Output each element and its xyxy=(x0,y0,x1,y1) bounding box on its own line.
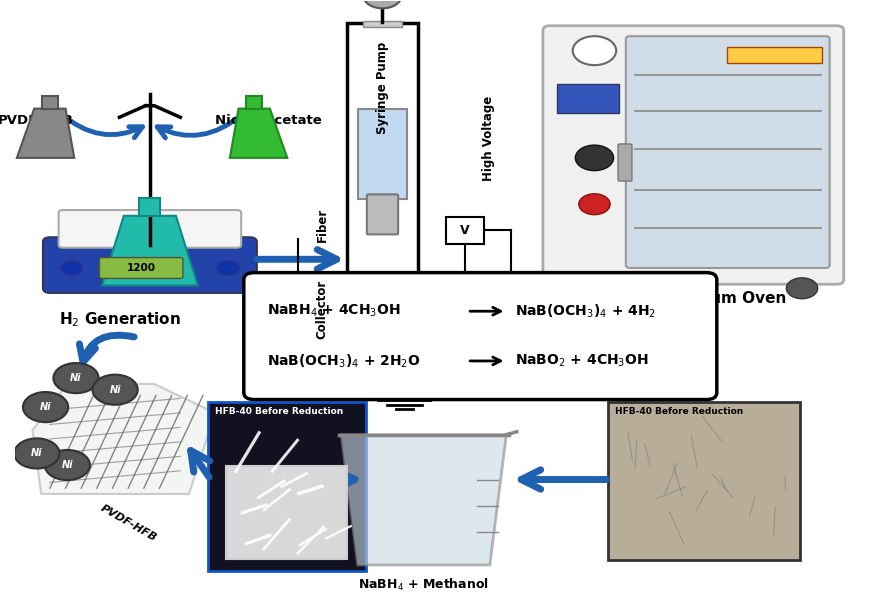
Circle shape xyxy=(575,145,614,171)
Text: NaB(OCH$_3$)$_4$ + 4H$_2$: NaB(OCH$_3$)$_4$ + 4H$_2$ xyxy=(515,302,657,320)
FancyBboxPatch shape xyxy=(244,273,717,400)
Circle shape xyxy=(787,278,818,299)
Circle shape xyxy=(53,363,98,393)
Text: Fiber: Fiber xyxy=(315,208,329,242)
FancyBboxPatch shape xyxy=(208,402,366,571)
FancyBboxPatch shape xyxy=(139,199,160,216)
Polygon shape xyxy=(341,434,507,565)
Circle shape xyxy=(569,278,601,299)
FancyBboxPatch shape xyxy=(727,47,822,63)
Circle shape xyxy=(23,392,68,422)
Circle shape xyxy=(363,0,401,8)
Polygon shape xyxy=(33,384,215,494)
FancyBboxPatch shape xyxy=(543,26,843,284)
Polygon shape xyxy=(17,109,74,158)
FancyBboxPatch shape xyxy=(446,217,484,243)
FancyBboxPatch shape xyxy=(347,23,417,281)
Text: NaB(OCH$_3$)$_4$ + 2H$_2$O: NaB(OCH$_3$)$_4$ + 2H$_2$O xyxy=(268,352,421,369)
Text: NaBO$_2$ + 4CH$_3$OH: NaBO$_2$ + 4CH$_3$OH xyxy=(515,353,649,369)
FancyBboxPatch shape xyxy=(246,96,262,109)
FancyBboxPatch shape xyxy=(58,210,241,248)
Circle shape xyxy=(572,36,616,65)
Text: PVDF-HFB: PVDF-HFB xyxy=(0,114,74,127)
Text: Ni: Ni xyxy=(31,449,43,458)
FancyBboxPatch shape xyxy=(227,466,347,559)
FancyBboxPatch shape xyxy=(608,402,800,559)
Circle shape xyxy=(92,375,137,405)
Circle shape xyxy=(217,261,239,275)
FancyBboxPatch shape xyxy=(367,195,398,234)
Text: Vacuum Oven: Vacuum Oven xyxy=(669,291,787,306)
Text: Syringe Pump: Syringe Pump xyxy=(376,42,389,134)
FancyBboxPatch shape xyxy=(42,96,58,109)
Polygon shape xyxy=(229,109,287,158)
Circle shape xyxy=(14,439,59,468)
Text: Collector: Collector xyxy=(315,280,329,339)
Text: Ni: Ni xyxy=(61,460,73,470)
Circle shape xyxy=(579,194,610,215)
Text: Ni: Ni xyxy=(109,385,120,394)
Text: 1200: 1200 xyxy=(127,263,156,273)
FancyBboxPatch shape xyxy=(289,382,519,393)
Text: NaBH$_4$ + 4CH$_3$OH: NaBH$_4$ + 4CH$_3$OH xyxy=(268,303,400,320)
FancyBboxPatch shape xyxy=(358,109,408,199)
Text: High Voltage: High Voltage xyxy=(483,96,495,181)
Text: H$_2$ Generation: H$_2$ Generation xyxy=(58,311,181,330)
Polygon shape xyxy=(102,216,198,286)
Text: Ni: Ni xyxy=(70,373,82,383)
FancyBboxPatch shape xyxy=(363,20,401,27)
Text: PVDF-HFB: PVDF-HFB xyxy=(98,503,158,543)
Text: HFB-40 Before Reduction: HFB-40 Before Reduction xyxy=(615,407,743,416)
FancyBboxPatch shape xyxy=(626,36,829,268)
Text: HFB-40 Before Reduction: HFB-40 Before Reduction xyxy=(215,407,344,416)
Text: Ni: Ni xyxy=(40,402,51,412)
Text: NaBH$_4$ + Methanol: NaBH$_4$ + Methanol xyxy=(358,577,489,593)
Circle shape xyxy=(60,261,83,275)
FancyBboxPatch shape xyxy=(43,237,257,293)
FancyBboxPatch shape xyxy=(556,84,619,112)
FancyBboxPatch shape xyxy=(618,144,632,181)
Text: Nickel acetate: Nickel acetate xyxy=(215,114,322,127)
FancyBboxPatch shape xyxy=(99,258,183,278)
Circle shape xyxy=(44,450,89,480)
Text: V: V xyxy=(460,224,470,237)
